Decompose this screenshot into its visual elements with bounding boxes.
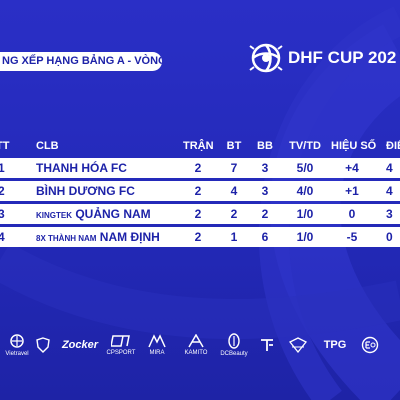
- row-hieu-so: +4: [345, 161, 359, 175]
- row-stt: 2: [0, 184, 5, 198]
- col-hieu-so: HIỆU SỐ: [331, 140, 377, 152]
- sponsor-tpg: TPG: [320, 325, 350, 365]
- vietravel-logo-icon: [10, 334, 24, 348]
- row-bt: 2: [230, 207, 238, 221]
- row-team: THANH HÓA FC: [36, 158, 127, 178]
- row-bb: 6: [261, 230, 269, 244]
- kamito-logo-icon: [188, 334, 204, 348]
- row-stt: 1: [0, 161, 5, 175]
- row-hieu-so: 0: [348, 207, 356, 221]
- sponsor-kamito: KAMITO: [180, 325, 212, 365]
- team-prefix: KINGTEK: [36, 211, 72, 220]
- row-tran: 2: [194, 230, 202, 244]
- sponsor-label: DCBeauty: [220, 351, 248, 357]
- sponsor-vietravel: Vietravel: [4, 325, 30, 365]
- dhf-ball-icon: [249, 43, 283, 73]
- row-diem: 3: [386, 207, 393, 221]
- sponsor-label: CPSPORT: [106, 350, 136, 356]
- federation-logo-icon: [288, 337, 308, 353]
- eq-logo-icon: [361, 336, 379, 354]
- row-stt: 3: [0, 207, 5, 221]
- sponsor-dcbeauty: DCBeauty: [218, 325, 250, 365]
- table-row: 2 BÌNH DƯƠNG FC 2 4 3 4/0 +1 4: [0, 181, 400, 201]
- standings-table: TT CLB TRẬN BT BB TV/TD HIỆU SỐ ĐIỂ 1 TH…: [0, 134, 400, 250]
- team-name: QUẢNG NAM: [75, 207, 151, 221]
- sponsor-federation: [284, 325, 312, 365]
- row-bb: 3: [261, 161, 269, 175]
- sponsor-badge: [32, 325, 54, 365]
- sponsor-tf: [256, 325, 278, 365]
- sponsor-label: MIRA: [149, 350, 165, 356]
- sponsor-label: KAMITO: [184, 350, 208, 356]
- col-tran: TRẬN: [183, 140, 214, 152]
- row-diem: 4: [386, 184, 393, 198]
- tf-logo-icon: [261, 339, 273, 351]
- shield-logo-icon: [36, 337, 50, 353]
- row-tran: 2: [194, 161, 202, 175]
- sponsor-label: Zocker: [61, 339, 99, 351]
- sponsor-zocker: Zocker: [58, 325, 102, 365]
- cp-logo-icon: [111, 335, 130, 347]
- col-stt: TT: [0, 140, 10, 152]
- team-name: BÌNH DƯƠNG FC: [36, 184, 135, 198]
- col-bt: BT: [226, 140, 242, 152]
- row-team: 8X THÀNH NAM NAM ĐỊNH: [36, 227, 160, 249]
- row-bt: 1: [230, 230, 238, 244]
- tournament-logo: DHF CUP 202: [248, 40, 400, 76]
- row-tv-td: 1/0: [296, 207, 314, 221]
- col-bb: BB: [257, 140, 273, 152]
- row-tv-td: 5/0: [296, 161, 314, 175]
- row-bt: 4: [230, 184, 238, 198]
- row-hieu-so: -5: [346, 230, 358, 244]
- row-tran: 2: [194, 184, 202, 198]
- row-tran: 2: [194, 207, 202, 221]
- row-stt: 4: [0, 230, 5, 244]
- row-diem: 4: [386, 161, 393, 175]
- row-team: BÌNH DƯƠNG FC: [36, 181, 135, 201]
- team-prefix: 8X THÀNH NAM: [36, 234, 97, 243]
- col-tv-td: TV/TD: [289, 140, 321, 152]
- sponsor-cpsport: CPSPORT: [104, 325, 138, 365]
- row-tv-td: 4/0: [296, 184, 314, 198]
- table-row: 4 8X THÀNH NAM NAM ĐỊNH 2 1 6 1/0 -5 0: [0, 227, 400, 247]
- table-row: 3 KINGTEK QUẢNG NAM 2 2 2 1/0 0 3: [0, 204, 400, 224]
- sponsor-eq: [358, 325, 382, 365]
- team-name: THANH HÓA FC: [36, 161, 127, 175]
- sponsor-label: TPG: [323, 339, 347, 351]
- brand-name: DHF CUP 202: [288, 48, 397, 67]
- row-bb: 2: [261, 207, 269, 221]
- row-team: KINGTEK QUẢNG NAM: [36, 204, 151, 226]
- row-diem: 0: [386, 230, 393, 244]
- table-row: 1 THANH HÓA FC 2 7 3 5/0 +4 4: [0, 158, 400, 178]
- row-hieu-so: +1: [345, 184, 359, 198]
- table-header: TT CLB TRẬN BT BB TV/TD HIỆU SỐ ĐIỂ: [0, 134, 400, 158]
- dc-logo-icon: [228, 333, 240, 349]
- row-bb: 3: [261, 184, 269, 198]
- team-name: NAM ĐỊNH: [99, 230, 160, 244]
- row-bt: 7: [230, 161, 238, 175]
- sponsor-mira: MIRA: [142, 325, 172, 365]
- page-title: NG XẾP HẠNG BẢNG A - VÒNG 2: [0, 52, 162, 71]
- row-tv-td: 1/0: [296, 230, 314, 244]
- mira-logo-icon: [148, 334, 166, 348]
- sponsor-bar: Vietravel Zocker CPSPORT MIRA KAMITO DCB…: [0, 325, 400, 365]
- col-diem: ĐIỂ: [386, 140, 400, 152]
- sponsor-label: Vietravel: [5, 351, 29, 357]
- col-clb: CLB: [36, 140, 59, 152]
